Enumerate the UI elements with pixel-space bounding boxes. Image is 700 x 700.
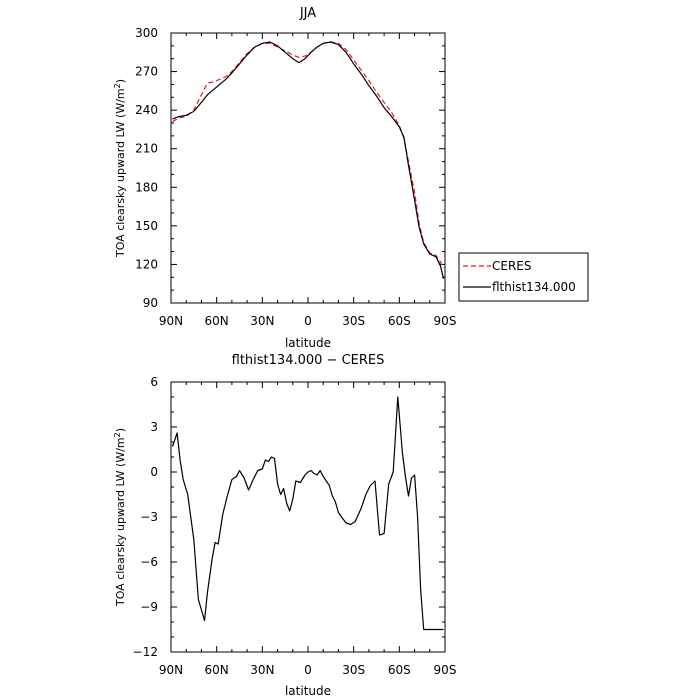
x-tick-label: 0 [304, 663, 312, 677]
y-tick-label: −12 [133, 645, 158, 659]
y-tick-label: 120 [135, 257, 158, 271]
x-tick-label: 90S [434, 663, 457, 677]
y-tick-label: 150 [135, 219, 158, 233]
y-tick-label: 3 [150, 420, 158, 434]
top-axes: 90N 60N 30N 0 30S 60S 90S 90 120 150 180 210 240 270 3… [135, 26, 456, 328]
x-tick-label: 30N [250, 314, 274, 328]
y-tick-label: 90 [143, 296, 158, 310]
bottom-title: flthist134.000 − CERES [232, 353, 385, 368]
top-ylabel: TOA clearsky upward LW (W/m2) [113, 79, 127, 258]
bottom-frame [170, 381, 446, 653]
bottom-series [171, 396, 444, 631]
y-tick-label: 0 [150, 465, 158, 479]
x-tick-label: 30S [342, 663, 365, 677]
top-series [172, 41, 445, 279]
top-frame [170, 32, 446, 304]
y-tick-label: 6 [150, 375, 158, 389]
top-panel: JJA 90N 60N 30N 0 30S 60S 90S 90 120 150 180 210 240… [113, 6, 589, 350]
series-line-1 [172, 41, 445, 269]
y-tick-label: −9 [140, 600, 158, 614]
x-tick-label: 60N [205, 314, 229, 328]
y-tick-label: 240 [135, 103, 158, 117]
y-tick-label: 180 [135, 180, 158, 194]
legend-box [458, 252, 589, 302]
top-xlabel: latitude [285, 336, 331, 350]
x-tick-label: 90N [159, 314, 183, 328]
y-tick-label: 270 [135, 65, 158, 79]
bottom-ylabel: TOA clearsky upward LW (W/m2) [113, 428, 127, 607]
x-tick-label: 30N [250, 663, 274, 677]
x-tick-label: 60N [205, 663, 229, 677]
top-title: JJA [299, 6, 316, 21]
x-tick-label: 60S [388, 663, 411, 677]
series-line-1 [171, 396, 444, 631]
y-tick-label: −6 [140, 555, 158, 569]
legend-ceres-label: CERES [492, 259, 532, 273]
x-tick-label: 60S [388, 314, 411, 328]
bottom-axes: 90N 60N 30N 0 30S 60S 90S −12 −9 −6 −3 0 3 6 [133, 375, 457, 677]
y-tick-label: 210 [135, 142, 158, 156]
y-tick-label: 300 [135, 26, 158, 40]
x-tick-label: 90S [434, 314, 457, 328]
series-line-2 [172, 41, 445, 279]
x-tick-label: 0 [304, 314, 312, 328]
x-tick-label: 90N [159, 663, 183, 677]
bottom-panel: flthist134.000 − CERES 90N 60N 30N 0 30S 60S 9… [113, 353, 456, 698]
bottom-xlabel: latitude [285, 684, 331, 698]
y-tick-label: −3 [140, 510, 158, 524]
top-legend: CERES flthist134.000 [458, 252, 589, 302]
legend-model-label: flthist134.000 [492, 280, 576, 294]
x-tick-label: 30S [342, 314, 365, 328]
